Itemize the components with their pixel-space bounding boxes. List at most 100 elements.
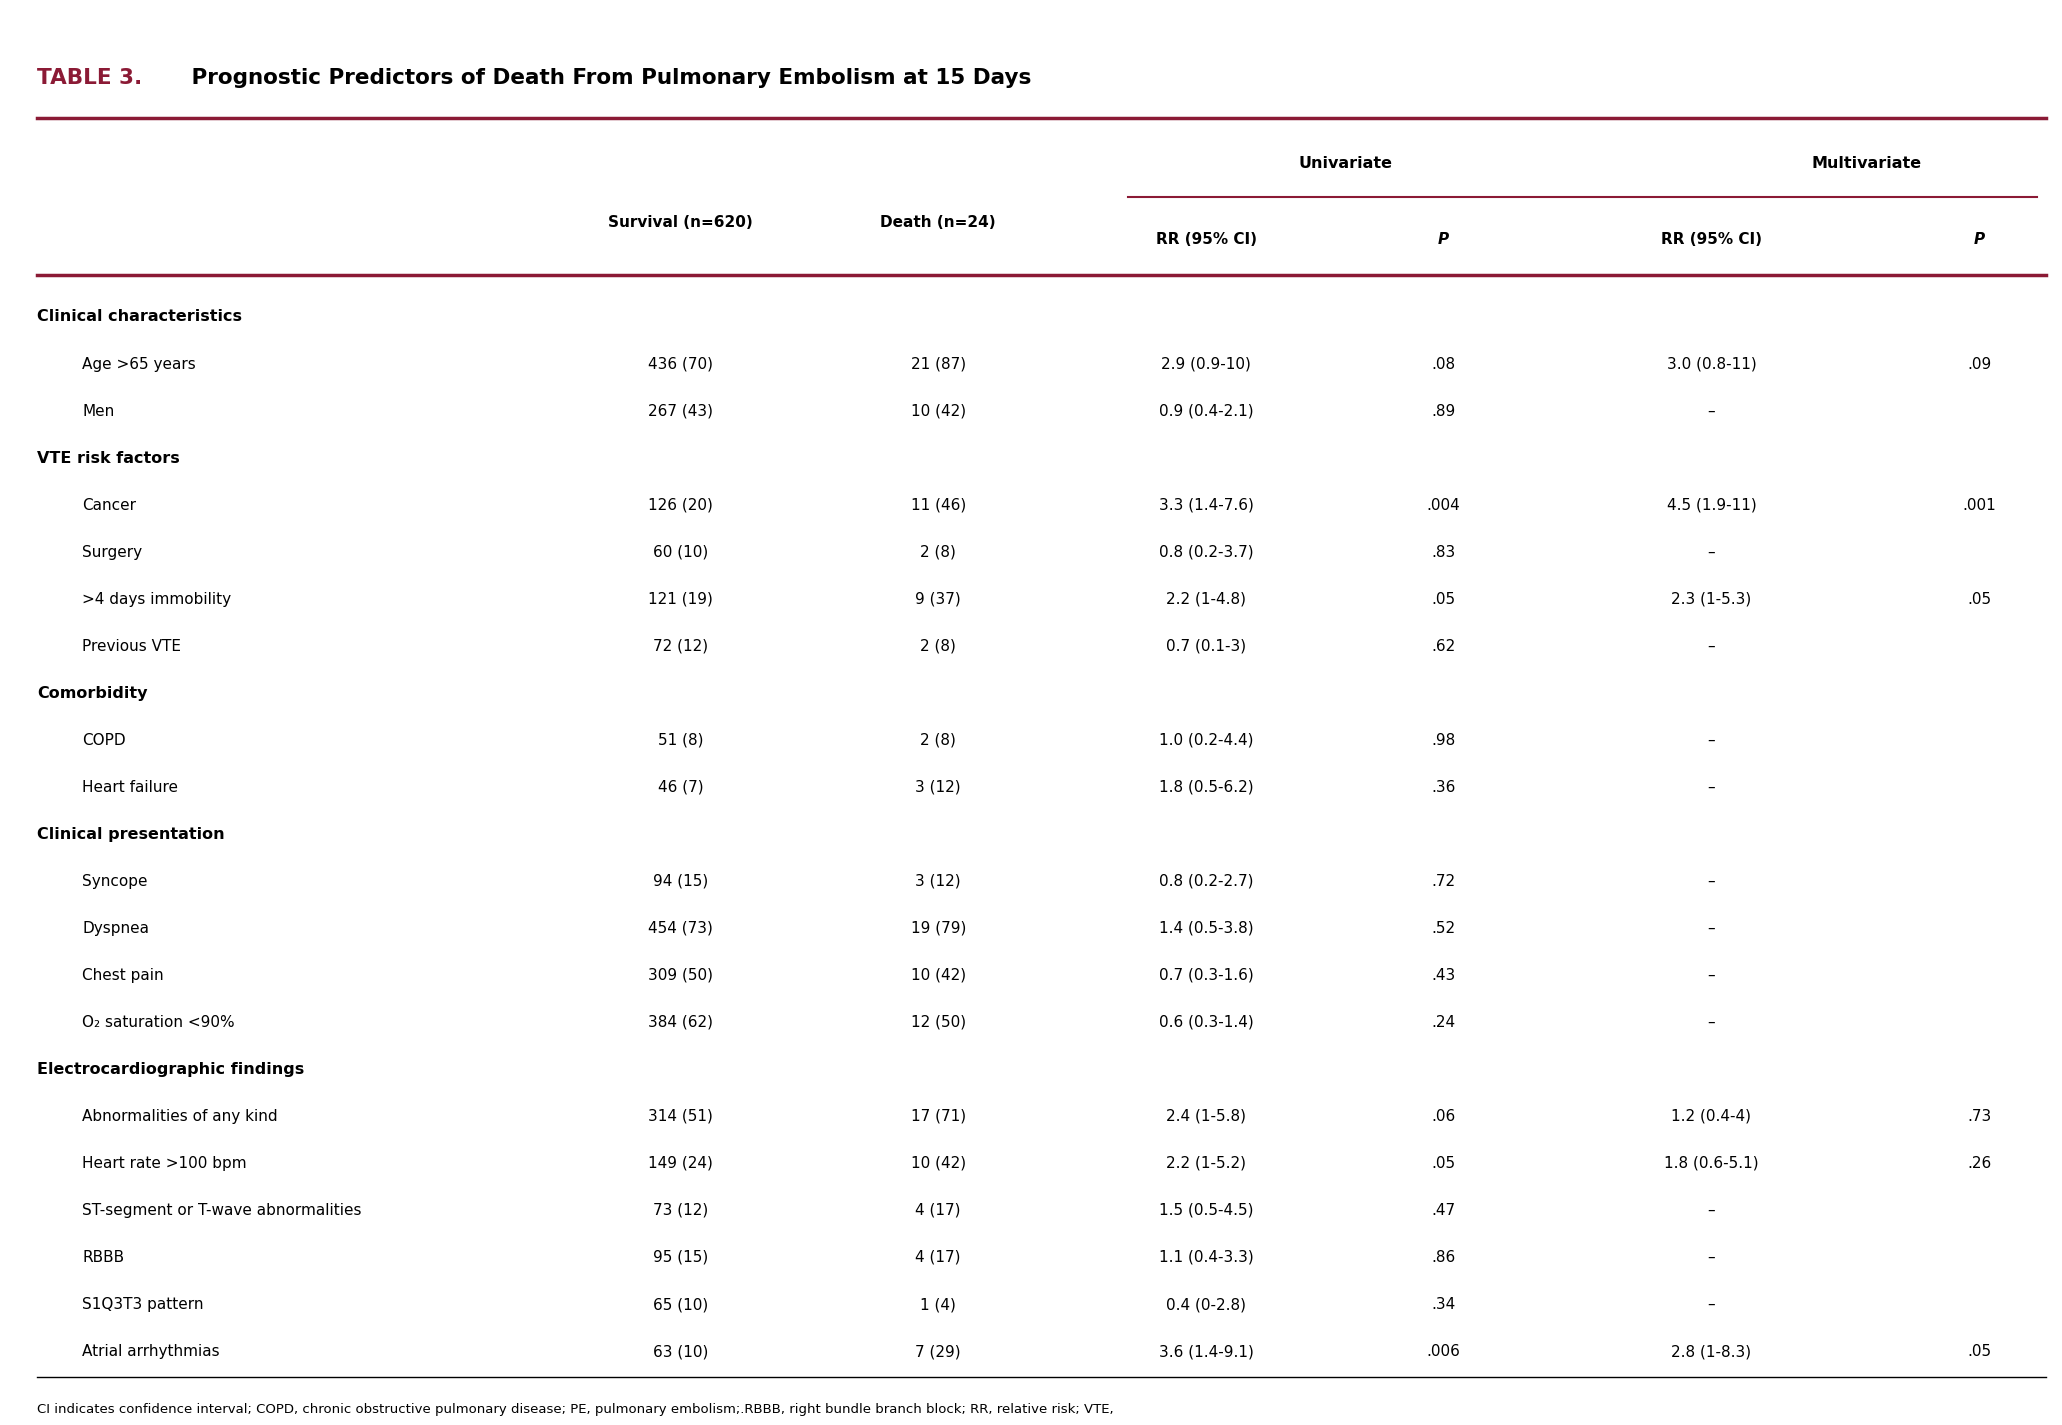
Text: 454 (73): 454 (73) xyxy=(647,921,713,936)
Text: .05: .05 xyxy=(1431,1156,1456,1171)
Text: ST-segment or T-wave abnormalities: ST-segment or T-wave abnormalities xyxy=(82,1203,363,1218)
Text: .52: .52 xyxy=(1431,921,1456,936)
Text: CI indicates confidence interval; COPD, chronic obstructive pulmonary disease; P: CI indicates confidence interval; COPD, … xyxy=(37,1404,1113,1416)
Text: Death (n=24): Death (n=24) xyxy=(880,215,996,229)
Text: .006: .006 xyxy=(1427,1344,1460,1359)
Text: Previous VTE: Previous VTE xyxy=(82,638,181,654)
Text: 19 (79): 19 (79) xyxy=(911,921,965,936)
Text: O₂ saturation <90%: O₂ saturation <90% xyxy=(82,1015,235,1030)
Text: S1Q3T3 pattern: S1Q3T3 pattern xyxy=(82,1297,204,1312)
Text: .004: .004 xyxy=(1427,497,1460,513)
Text: 21 (87): 21 (87) xyxy=(911,356,965,372)
Text: 60 (10): 60 (10) xyxy=(654,544,707,560)
Text: 314 (51): 314 (51) xyxy=(647,1109,713,1124)
Text: Chest pain: Chest pain xyxy=(82,968,165,983)
Text: .05: .05 xyxy=(1967,591,1992,607)
Text: –: – xyxy=(1707,638,1716,654)
Text: .72: .72 xyxy=(1431,874,1456,889)
Text: TABLE 3.: TABLE 3. xyxy=(37,68,142,88)
Text: .26: .26 xyxy=(1967,1156,1992,1171)
Text: RR (95% CI): RR (95% CI) xyxy=(1157,232,1256,247)
Text: .98: .98 xyxy=(1431,732,1456,748)
Text: 3 (12): 3 (12) xyxy=(916,874,961,889)
Text: 436 (70): 436 (70) xyxy=(647,356,713,372)
Text: Dyspnea: Dyspnea xyxy=(82,921,148,936)
Text: Heart rate >100 bpm: Heart rate >100 bpm xyxy=(82,1156,247,1171)
Text: 4.5 (1.9-11): 4.5 (1.9-11) xyxy=(1666,497,1757,513)
Text: 10 (42): 10 (42) xyxy=(911,968,965,983)
Text: Clinical presentation: Clinical presentation xyxy=(37,826,225,842)
Text: VTE risk factors: VTE risk factors xyxy=(37,450,179,466)
Text: COPD: COPD xyxy=(82,732,126,748)
Text: >4 days immobility: >4 days immobility xyxy=(82,591,231,607)
Text: 1.0 (0.2-4.4): 1.0 (0.2-4.4) xyxy=(1159,732,1254,748)
Text: –: – xyxy=(1707,779,1716,795)
Text: 17 (71): 17 (71) xyxy=(911,1109,965,1124)
Text: .24: .24 xyxy=(1431,1015,1456,1030)
Text: 4 (17): 4 (17) xyxy=(916,1250,961,1265)
Text: 3 (12): 3 (12) xyxy=(916,779,961,795)
Text: 267 (43): 267 (43) xyxy=(647,403,713,419)
Text: –: – xyxy=(1707,1203,1716,1218)
Text: 3.3 (1.4-7.6): 3.3 (1.4-7.6) xyxy=(1159,497,1254,513)
Text: Abnormalities of any kind: Abnormalities of any kind xyxy=(82,1109,278,1124)
Text: 10 (42): 10 (42) xyxy=(911,1156,965,1171)
Text: –: – xyxy=(1707,874,1716,889)
Text: 1.5 (0.5-4.5): 1.5 (0.5-4.5) xyxy=(1159,1203,1254,1218)
Text: 2 (8): 2 (8) xyxy=(920,638,957,654)
Text: –: – xyxy=(1707,1015,1716,1030)
Text: 1 (4): 1 (4) xyxy=(920,1297,957,1312)
Text: Multivariate: Multivariate xyxy=(1810,157,1922,171)
Text: –: – xyxy=(1707,921,1716,936)
Text: 7 (29): 7 (29) xyxy=(916,1344,961,1359)
Text: P: P xyxy=(1973,232,1986,247)
Text: P: P xyxy=(1437,232,1450,247)
Text: –: – xyxy=(1707,1297,1716,1312)
Text: .34: .34 xyxy=(1431,1297,1456,1312)
Text: .06: .06 xyxy=(1431,1109,1456,1124)
Text: 95 (15): 95 (15) xyxy=(654,1250,707,1265)
Text: 1.4 (0.5-3.8): 1.4 (0.5-3.8) xyxy=(1159,921,1254,936)
Text: 0.8 (0.2-3.7): 0.8 (0.2-3.7) xyxy=(1159,544,1254,560)
Text: 0.8 (0.2-2.7): 0.8 (0.2-2.7) xyxy=(1159,874,1254,889)
Text: 309 (50): 309 (50) xyxy=(647,968,713,983)
Text: 65 (10): 65 (10) xyxy=(654,1297,707,1312)
Text: Comorbidity: Comorbidity xyxy=(37,685,148,701)
Text: Clinical characteristics: Clinical characteristics xyxy=(37,309,241,325)
Text: Survival (n=620): Survival (n=620) xyxy=(608,215,753,229)
Text: 2 (8): 2 (8) xyxy=(920,732,957,748)
Text: 126 (20): 126 (20) xyxy=(647,497,713,513)
Text: 384 (62): 384 (62) xyxy=(647,1015,713,1030)
Text: 2.2 (1-4.8): 2.2 (1-4.8) xyxy=(1167,591,1245,607)
Text: 73 (12): 73 (12) xyxy=(654,1203,707,1218)
Text: 2.4 (1-5.8): 2.4 (1-5.8) xyxy=(1167,1109,1245,1124)
Text: 9 (37): 9 (37) xyxy=(916,591,961,607)
Text: 0.7 (0.1-3): 0.7 (0.1-3) xyxy=(1167,638,1245,654)
Text: .62: .62 xyxy=(1431,638,1456,654)
Text: 1.8 (0.6-5.1): 1.8 (0.6-5.1) xyxy=(1664,1156,1759,1171)
Text: .08: .08 xyxy=(1431,356,1456,372)
Text: Age >65 years: Age >65 years xyxy=(82,356,196,372)
Text: 3.0 (0.8-11): 3.0 (0.8-11) xyxy=(1666,356,1757,372)
Text: .47: .47 xyxy=(1431,1203,1456,1218)
Text: 12 (50): 12 (50) xyxy=(911,1015,965,1030)
Text: 46 (7): 46 (7) xyxy=(658,779,703,795)
Text: 2.8 (1-8.3): 2.8 (1-8.3) xyxy=(1672,1344,1751,1359)
Text: Prognostic Predictors of Death From Pulmonary Embolism at 15 Days: Prognostic Predictors of Death From Pulm… xyxy=(184,68,1031,88)
Text: RR (95% CI): RR (95% CI) xyxy=(1662,232,1761,247)
Text: 121 (19): 121 (19) xyxy=(647,591,713,607)
Text: 1.2 (0.4-4): 1.2 (0.4-4) xyxy=(1672,1109,1751,1124)
Text: Atrial arrhythmias: Atrial arrhythmias xyxy=(82,1344,221,1359)
Text: .86: .86 xyxy=(1431,1250,1456,1265)
Text: Univariate: Univariate xyxy=(1299,157,1392,171)
Text: Syncope: Syncope xyxy=(82,874,148,889)
Text: 2 (8): 2 (8) xyxy=(920,544,957,560)
Text: 3.6 (1.4-9.1): 3.6 (1.4-9.1) xyxy=(1159,1344,1254,1359)
Text: .73: .73 xyxy=(1967,1109,1992,1124)
Text: .05: .05 xyxy=(1431,591,1456,607)
Text: 1.8 (0.5-6.2): 1.8 (0.5-6.2) xyxy=(1159,779,1254,795)
Text: .36: .36 xyxy=(1431,779,1456,795)
Text: 4 (17): 4 (17) xyxy=(916,1203,961,1218)
Text: 0.7 (0.3-1.6): 0.7 (0.3-1.6) xyxy=(1159,968,1254,983)
Text: .09: .09 xyxy=(1967,356,1992,372)
